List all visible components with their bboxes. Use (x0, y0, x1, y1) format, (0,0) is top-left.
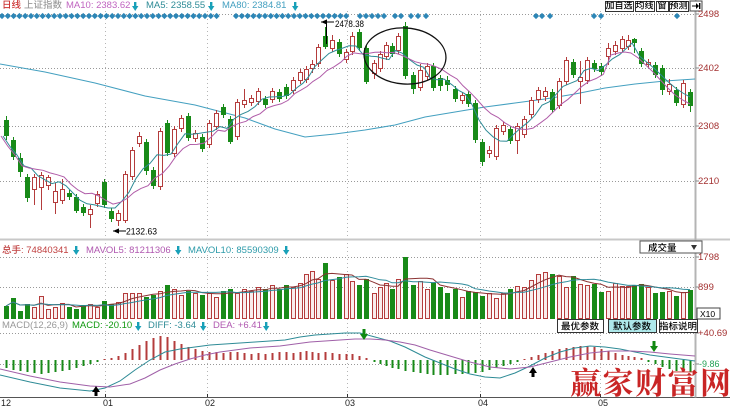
svg-text:2498: 2498 (698, 9, 719, 20)
svg-text:1798: 1798 (698, 252, 719, 263)
svg-text:MA80: 2384.81: MA80: 2384.81 (222, 0, 286, 11)
svg-text:01: 01 (103, 398, 113, 407)
svg-text:04: 04 (478, 398, 488, 407)
svg-text:DIFF: -3.64: DIFF: -3.64 (148, 320, 196, 331)
svg-text:2402: 2402 (698, 63, 719, 74)
svg-text:05: 05 (598, 398, 608, 407)
svg-text:MAVOL10: 85590309: MAVOL10: 85590309 (188, 245, 279, 256)
svg-text:MA5: 2358.55: MA5: 2358.55 (146, 0, 205, 11)
svg-text:899: 899 (698, 282, 714, 293)
svg-text:2132.63: 2132.63 (126, 227, 157, 238)
svg-text:12: 12 (1, 398, 11, 407)
svg-text:MACD(12,26,9): MACD(12,26,9) (2, 320, 68, 331)
svg-text:MA10: 2383.62: MA10: 2383.62 (66, 0, 130, 11)
svg-text:MACD: -20.10: MACD: -20.10 (72, 320, 132, 331)
svg-text:MAVOL5: 81211306: MAVOL5: 81211306 (86, 245, 171, 256)
svg-text:: 74840341: : 74840341 (21, 245, 69, 256)
svg-text:DEA: +6.41: DEA: +6.41 (213, 320, 262, 331)
svg-text:2308: 2308 (698, 121, 719, 132)
svg-text:X10: X10 (700, 309, 715, 319)
svg-text:2210: 2210 (698, 176, 719, 187)
svg-text:+40.69: +40.69 (698, 328, 727, 339)
svg-text:03: 03 (345, 398, 355, 407)
svg-text:02: 02 (205, 398, 215, 407)
svg-text:-9.86: -9.86 (699, 359, 720, 369)
svg-text:2478.38: 2478.38 (335, 19, 364, 30)
